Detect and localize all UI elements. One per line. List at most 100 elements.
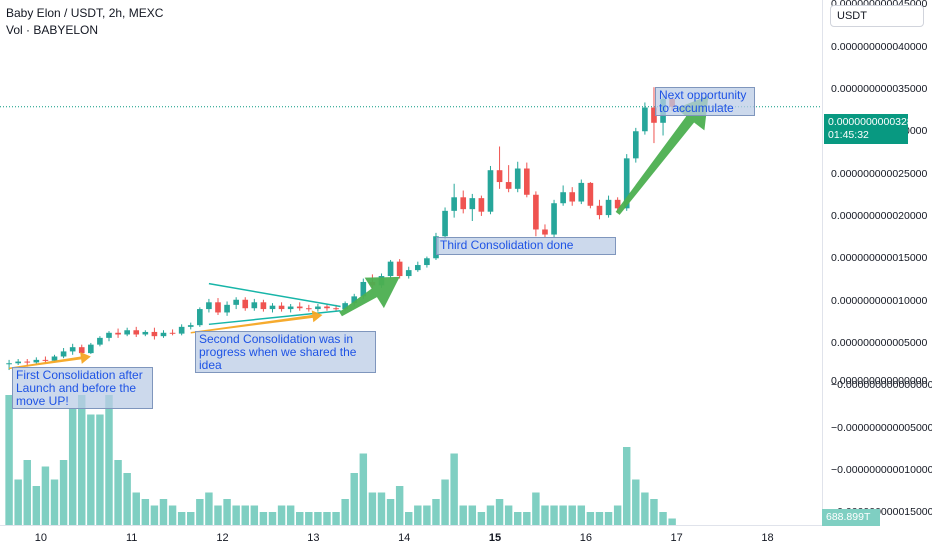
candle-body — [251, 302, 258, 309]
candle-body — [424, 258, 430, 266]
annotations — [8, 95, 709, 370]
candle-body — [178, 326, 185, 334]
volume-bar — [395, 486, 404, 525]
volume-bar — [332, 512, 340, 525]
volume-bar — [513, 512, 522, 525]
note-next-opportunity[interactable]: Next opportunity to accumulate — [655, 87, 755, 116]
candle-body — [269, 305, 276, 310]
volume-bar — [595, 512, 604, 525]
volume-bar — [504, 505, 513, 525]
volume-bar — [223, 499, 231, 525]
price-tick-label: 0.000000000035000 — [831, 82, 928, 95]
price-tick-label: 0.000000000015000 — [831, 252, 928, 265]
candle-body — [187, 325, 194, 327]
candle-body — [169, 332, 176, 334]
candle-body — [642, 107, 648, 132]
candle-body — [306, 308, 312, 310]
note-first-consolidation[interactable]: First Consolidation after Launch and bef… — [12, 367, 153, 409]
time-tick-label: 15 — [488, 532, 502, 544]
volume-bar — [486, 505, 495, 525]
symbol-title[interactable]: Baby Elon / USDT, 2h, MEXC — [6, 6, 164, 20]
volume-bar — [296, 512, 304, 525]
volume-bar — [232, 505, 240, 525]
candle-body — [614, 199, 621, 209]
volume-bar — [196, 499, 204, 525]
candle-body — [360, 281, 367, 297]
volume-bar — [568, 505, 576, 525]
volume-bar — [632, 479, 640, 525]
volume-bar — [405, 512, 413, 525]
time-axis[interactable]: 10 11 12 13 14 15 16 17 18 — [0, 525, 822, 551]
volume-bar — [141, 499, 150, 525]
candle-body — [6, 363, 12, 365]
price-chart[interactable] — [0, 0, 822, 525]
candle-body — [78, 347, 85, 354]
candle-body — [433, 236, 439, 259]
volume-bar — [50, 479, 59, 525]
orange-arrow — [190, 310, 323, 334]
candle-body — [578, 182, 585, 202]
candle-body — [351, 296, 358, 304]
volume-bar — [641, 492, 649, 525]
volume-bar — [359, 453, 368, 525]
volume-bar — [532, 492, 540, 525]
candle-body — [115, 332, 121, 335]
chart-header: Baby Elon / USDT, 2h, MEXC Vol · BABYELO… — [6, 6, 163, 37]
volume-bar — [613, 505, 622, 525]
volume-bar — [314, 512, 322, 525]
candle-body — [60, 351, 67, 357]
candle-body — [523, 168, 530, 195]
volume-bar — [559, 505, 567, 525]
volume-bar — [286, 505, 295, 525]
candle-body — [487, 170, 494, 212]
note-third-consolidation[interactable]: Third Consolidation done — [436, 237, 616, 255]
candle-body — [42, 359, 49, 361]
volume-bar — [159, 499, 168, 525]
candle-body — [133, 330, 140, 335]
volume-bar — [386, 499, 395, 525]
currency-selector[interactable]: USDT — [830, 5, 924, 27]
volume-bar — [368, 492, 377, 525]
volume-bar — [87, 414, 95, 525]
volume-bar — [132, 492, 140, 525]
candle-body — [142, 331, 149, 335]
volume-bar — [14, 479, 22, 525]
note-second-consolidation[interactable]: Second Consolidation was in progress whe… — [195, 331, 376, 373]
time-tick-label: 10 — [34, 532, 47, 544]
volume-indicator-label[interactable]: Vol · BABYELON — [6, 23, 99, 37]
volume-bar — [414, 505, 422, 525]
candle-body — [442, 210, 448, 237]
trendline — [208, 310, 341, 326]
time-tick-label: 17 — [670, 532, 683, 544]
volume-bar — [541, 505, 549, 525]
candle-body — [505, 182, 512, 189]
green-arrow — [615, 95, 709, 215]
candle-body — [551, 203, 557, 235]
candle-body — [514, 168, 521, 189]
volume-bar — [432, 499, 440, 525]
price-tick-label: 0.000000000040000 — [831, 40, 928, 53]
green-arrow — [339, 276, 400, 317]
candle-body — [469, 198, 476, 210]
time-tick-label: 13 — [307, 532, 320, 544]
candle-body — [414, 265, 421, 271]
candle-body — [242, 299, 249, 309]
volume-bar — [495, 499, 504, 525]
volume-bar — [323, 512, 331, 525]
candle-body — [342, 303, 348, 310]
candle-body — [287, 306, 294, 310]
trendline — [208, 282, 341, 308]
price-tick-label: 0.000000000000000 — [831, 375, 928, 388]
bar-countdown: 01:45:32 — [828, 129, 869, 141]
volume-bar — [377, 492, 386, 525]
volume-bar — [450, 453, 458, 525]
candle-body — [478, 198, 485, 212]
volume-bar — [241, 505, 249, 525]
candle-body — [632, 131, 639, 159]
volume-bar — [78, 395, 86, 525]
volume-bar — [441, 479, 449, 525]
time-tick-label: 14 — [398, 532, 411, 544]
price-axis[interactable]: 0.0000000000450000.0000000000400000.0000… — [822, 0, 932, 525]
volume-bar — [523, 512, 531, 525]
volume-bar — [468, 505, 477, 525]
